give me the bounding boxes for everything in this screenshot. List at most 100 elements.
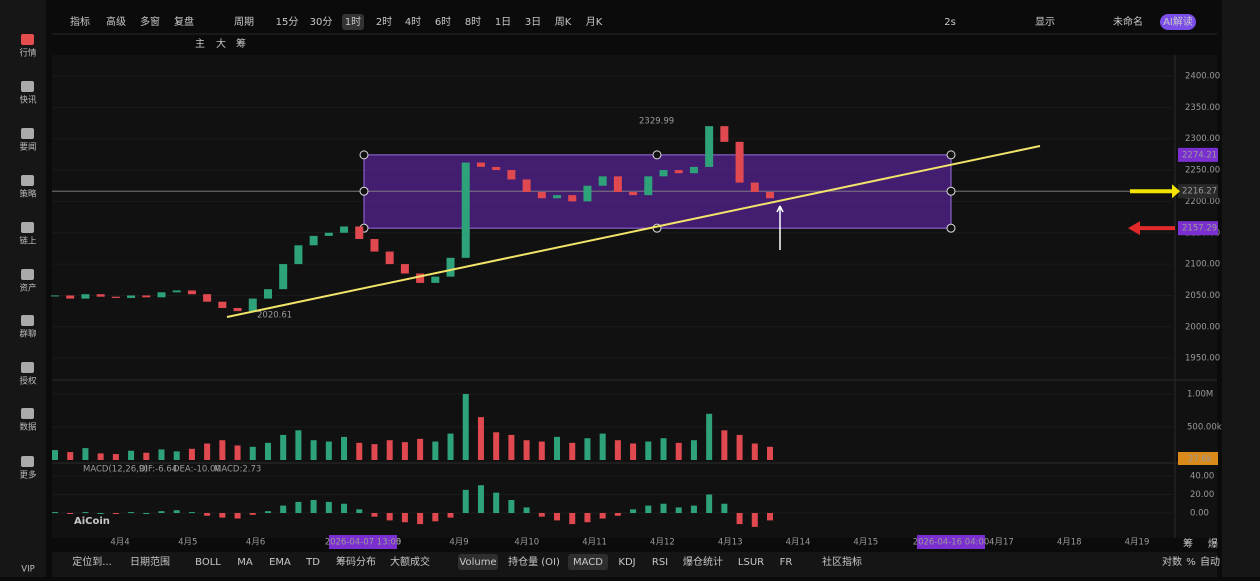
period-button[interactable]: 4时 [405,16,421,28]
tool-button[interactable]: 大 [216,37,226,50]
macd-bar [52,512,58,514]
sidebar-item[interactable]: 授权 [19,376,37,387]
sidebar-icon [21,269,34,280]
indicator-tab[interactable]: 爆仓统计 [683,555,723,568]
sidebar-item[interactable]: 要闻 [19,143,36,153]
toolbar-item[interactable]: 2s [944,17,956,28]
period-button[interactable]: 8时 [465,16,481,28]
price-tick-label: 2250.00 [1185,166,1220,176]
sidebar-icon [21,81,34,92]
indicator-tab[interactable]: RSI [652,557,668,568]
macd-bar [660,503,667,513]
indicator-tab[interactable]: BOLL [195,557,221,568]
volume-bar [523,440,530,460]
indicator-tab[interactable]: KDJ [618,557,635,568]
period-button[interactable]: 1时 [345,16,361,28]
brand: AiCoin [74,516,110,527]
indicator-tab[interactable]: 社区指标 [822,555,862,568]
indicator-active [568,554,608,570]
volume-bar [112,454,119,460]
sidebar-item[interactable]: 行情 [19,48,37,59]
candle [142,295,151,298]
corner-button[interactable]: 筹 [1183,537,1193,550]
price-tick-label: 2100.00 [1185,260,1220,270]
date-highlight [917,535,985,549]
tool-button[interactable]: 筹 [236,37,246,50]
sidebar [0,0,46,577]
handle[interactable] [946,223,956,233]
toolbar-item[interactable]: 复盘 [174,15,194,28]
toolbar-item[interactable]: AI解读 [1163,15,1193,28]
volume-bar [371,444,378,460]
toolbar-item[interactable]: 指标 [70,15,90,28]
period-button[interactable]: 周K [555,16,572,28]
indicator-tab[interactable]: 筹码分布 [336,555,376,568]
scale-toggle[interactable]: 自动 [1200,555,1220,568]
period-button[interactable]: 3日 [525,17,541,28]
volume-bar [599,433,606,460]
scale-toggle[interactable]: 对数 [1162,555,1182,568]
toolbar-item[interactable]: 周期 [234,16,254,28]
period-button[interactable]: 1日 [495,17,511,28]
macd-bar [188,512,195,514]
period-button[interactable]: 2时 [376,16,392,28]
tool-button[interactable]: 主 [195,38,205,50]
handle[interactable] [946,186,956,196]
candle [613,176,622,192]
handle[interactable] [946,150,956,160]
toolbar-item[interactable]: 多窗 [140,15,160,28]
macd-bar [97,513,104,514]
sidebar-icon [21,362,34,373]
period-button[interactable]: 15分 [276,16,299,28]
sidebar-item[interactable]: 策略 [19,189,37,200]
indicator-tab[interactable]: MA [237,557,253,568]
sidebar-item[interactable]: 更多 [19,470,37,481]
toolbar-item[interactable]: 高级 [106,15,126,28]
indicator-tab[interactable]: EMA [269,557,291,568]
macd-bar [386,513,393,521]
indicator-tab[interactable]: LSUR [738,557,764,568]
sidebar-item[interactable]: 链上 [19,236,37,247]
macd-bar [417,513,424,525]
indicator-tab[interactable]: MACD [573,557,603,568]
indicator-tab[interactable]: Volume [459,557,496,568]
candle [248,298,257,312]
indicator-tab[interactable]: 持仓量 (OI) [508,555,560,568]
period-button[interactable]: 月K [586,16,603,28]
price-tick-label: 2000.00 [1185,322,1220,332]
sidebar-item[interactable]: 群聊 [19,329,36,340]
sidebar-item[interactable]: VIP [21,565,34,575]
macd-bar [706,494,713,513]
indicator-tab[interactable]: FR [780,557,793,568]
handle[interactable] [359,150,369,160]
handle[interactable] [652,150,662,160]
trend-line[interactable] [226,145,1041,318]
macd-tick-label: 40.00 [1190,472,1214,482]
toolbar-item[interactable]: 显示 [1035,16,1055,28]
macd-bar [173,510,180,513]
candle [659,170,668,177]
date-label: 4月19 [1125,538,1150,548]
bottom-control[interactable]: 定位到... [72,555,112,568]
period-button[interactable]: 6时 [435,16,451,28]
macd-bar [554,513,561,521]
candle [537,191,546,199]
sidebar-item[interactable]: 快讯 [19,95,37,106]
scale-toggle[interactable]: % [1186,557,1196,568]
sidebar-item[interactable]: 数据 [19,422,37,433]
handle[interactable] [359,186,369,196]
corner-button[interactable]: 爆 [1208,538,1218,550]
toolbar-item[interactable]: 未命名 [1113,15,1143,28]
macd-bar [310,500,317,513]
bottom-control[interactable]: 日期范围 [130,555,170,568]
volume-bar [128,450,135,460]
annotation-arrow [776,205,784,250]
indicator-tab[interactable]: TD [305,557,320,568]
period-button[interactable]: 30分 [310,16,333,28]
macd-bar [325,501,332,513]
volume-bar [280,434,287,460]
candle [750,182,759,192]
sidebar-item[interactable]: 资产 [19,283,36,294]
indicator-tab[interactable]: 大额成交 [390,555,430,568]
